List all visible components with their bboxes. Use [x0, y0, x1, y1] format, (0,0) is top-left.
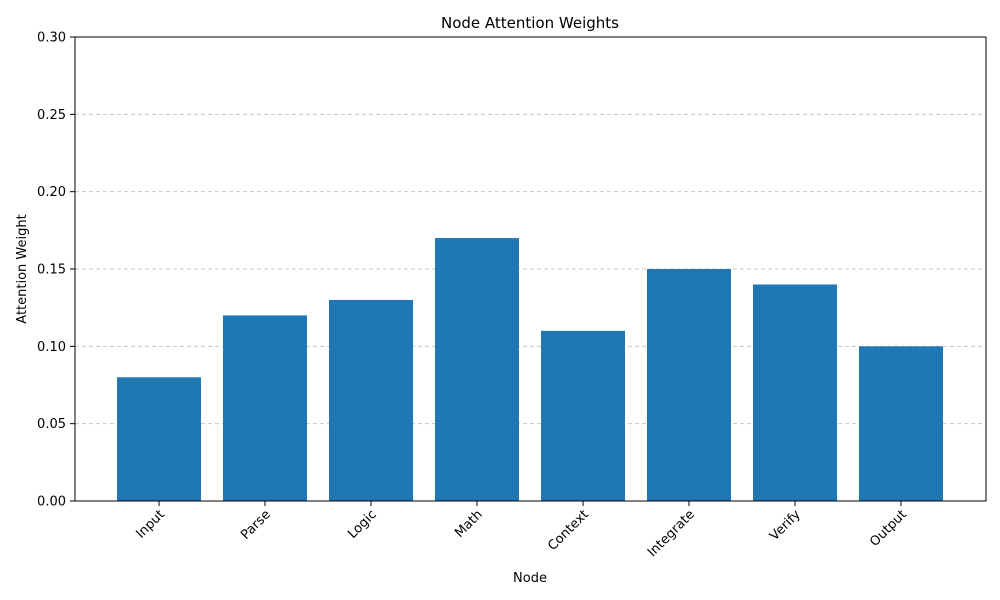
chart-title: Node Attention Weights: [441, 14, 619, 32]
bar-input: [117, 377, 201, 501]
y-axis-ticks: 0.00 0.05 0.10 0.15 0.20 0.25 0.30: [37, 31, 75, 510]
y-axis-label: Attention Weight: [15, 214, 30, 323]
bar-math: [435, 238, 519, 502]
y-tick-label: 0.10: [37, 340, 66, 355]
bar-logic: [329, 299, 413, 501]
x-axis-label: Node: [513, 571, 547, 586]
y-tick-label: 0.25: [37, 108, 66, 123]
bar-parse: [223, 315, 307, 501]
bars: [117, 238, 943, 502]
y-tick-label: 0.20: [37, 185, 66, 200]
y-tick-label: 0.05: [37, 417, 66, 432]
y-tick-label: 0.15: [37, 263, 66, 278]
bar-context: [541, 330, 625, 501]
bar-verify: [753, 284, 837, 501]
bar-integrate: [647, 269, 731, 501]
bar-output: [859, 346, 943, 501]
y-tick-label: 0.00: [37, 495, 66, 510]
y-tick-label: 0.30: [37, 31, 66, 46]
